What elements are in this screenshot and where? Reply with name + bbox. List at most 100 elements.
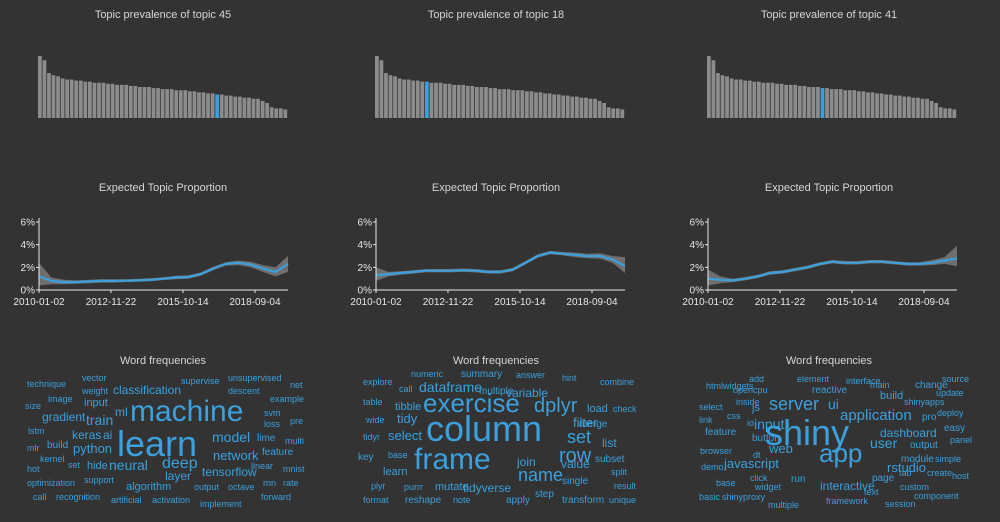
- word-cloud-word: ui: [828, 396, 839, 412]
- bar: [447, 83, 452, 118]
- bar: [816, 87, 820, 118]
- bar: [142, 87, 147, 118]
- bar: [861, 91, 866, 118]
- bar: [611, 108, 616, 118]
- topic-proportion-title: Expected Topic Proportion: [765, 182, 893, 194]
- y-tick-label: 6%: [358, 218, 373, 229]
- word-cloud-word: learn: [383, 466, 407, 478]
- bar: [265, 103, 270, 118]
- word-cloud-word: svm: [264, 408, 281, 418]
- word-cloud-word: pro: [922, 412, 937, 423]
- word-cloud-word: gradient: [42, 410, 86, 424]
- bar: [875, 93, 879, 118]
- x-tick-label: 2010-01-02: [350, 297, 402, 308]
- word-cloud-word: ai: [103, 428, 112, 442]
- word-cloud-word: hide: [87, 460, 108, 472]
- y-tick-label: 4%: [690, 240, 705, 251]
- word-cloud-word: javascript: [723, 456, 779, 471]
- word-cloud-word: module: [901, 454, 934, 465]
- bar: [788, 84, 793, 118]
- bar: [465, 85, 470, 118]
- word-cloud-word: lime: [257, 433, 276, 444]
- word-cloud-word: keras: [72, 428, 101, 442]
- word-cloud-word: text: [864, 487, 879, 497]
- bar: [110, 83, 115, 118]
- y-tick-label: 0%: [690, 286, 705, 297]
- bar: [456, 84, 461, 118]
- bar: [520, 90, 525, 118]
- word-cloud-word: interactive: [820, 479, 875, 493]
- word-cloud-word: user: [870, 435, 898, 451]
- bar: [429, 82, 434, 118]
- word-cloud-word: framework: [826, 496, 869, 506]
- bar: [188, 91, 192, 118]
- word-cloud-word: inside: [736, 397, 760, 407]
- bar: [575, 96, 579, 118]
- word-cloud-word: dt: [753, 450, 761, 460]
- bar: [65, 79, 70, 118]
- word-cloud-word: feature: [262, 447, 294, 458]
- bar: [947, 108, 952, 118]
- bar: [283, 109, 288, 118]
- word-cloud-word: run: [791, 474, 805, 485]
- column-svg: Topic prevalence of topic 18 Expected Top…: [350, 9, 637, 506]
- word-cloud-word: css: [727, 411, 741, 421]
- bar: [843, 90, 848, 118]
- bar: [461, 84, 466, 118]
- bar: [406, 79, 411, 118]
- bar: [83, 81, 88, 118]
- bar: [106, 83, 110, 118]
- word-cloud-word: implement: [200, 499, 242, 509]
- word-cloud-word: tensorflow: [202, 465, 257, 479]
- word-cloud-word: interface: [846, 376, 881, 386]
- bar: [497, 89, 502, 118]
- bar: [402, 79, 407, 118]
- bar: [51, 75, 56, 118]
- bar: [97, 82, 101, 118]
- word-cloud-word: transform: [562, 495, 604, 506]
- bar: [916, 97, 920, 118]
- word-cloud-word: element: [797, 374, 830, 384]
- word-cloud-word: image: [48, 394, 73, 404]
- highlighted-bar: [820, 88, 825, 118]
- bar: [470, 85, 475, 118]
- bar: [911, 97, 916, 118]
- word-cloud-word: net: [290, 380, 303, 390]
- word-cloud-word: io: [747, 418, 754, 428]
- word-cloud-word: algorithm: [126, 481, 171, 493]
- bar: [484, 87, 488, 118]
- word-cloud-word: input: [84, 397, 108, 409]
- column-svg: Topic prevalence of topic 41 Expected Top…: [682, 9, 972, 510]
- word-cloud-word: component: [914, 491, 959, 501]
- bar: [206, 93, 210, 118]
- bar: [160, 89, 165, 118]
- bar: [210, 93, 215, 118]
- bar: [479, 87, 484, 118]
- y-tick-label: 6%: [690, 218, 705, 229]
- word-cloud-word: base: [716, 478, 736, 488]
- bar: [78, 80, 83, 118]
- column-topic-45: Topic prevalence of topic 45 Expected Top…: [0, 0, 333, 522]
- bar: [565, 95, 570, 118]
- word-cloud-word: combine: [600, 377, 634, 387]
- word-cloud-word: vector: [82, 373, 107, 383]
- bar: [147, 87, 151, 118]
- word-cloud-word: filter: [573, 415, 598, 430]
- word-cloud-word: select: [388, 428, 422, 443]
- word-cloud-word: simple: [935, 454, 961, 464]
- word-cloud-word: learn: [117, 423, 197, 464]
- bar: [534, 92, 538, 118]
- highlighted-bar: [425, 81, 429, 118]
- bar: [747, 80, 752, 118]
- bar: [42, 60, 47, 118]
- bar: [593, 98, 597, 118]
- bar: [56, 76, 60, 118]
- bar: [384, 73, 388, 118]
- bar: [784, 84, 789, 118]
- word-cloud-word: purrr: [404, 482, 423, 492]
- word-cloud-word: reactive: [812, 385, 847, 396]
- bar: [707, 56, 711, 118]
- word-cloud-word: numeric: [411, 369, 444, 379]
- bar: [597, 100, 602, 118]
- bar: [511, 90, 516, 118]
